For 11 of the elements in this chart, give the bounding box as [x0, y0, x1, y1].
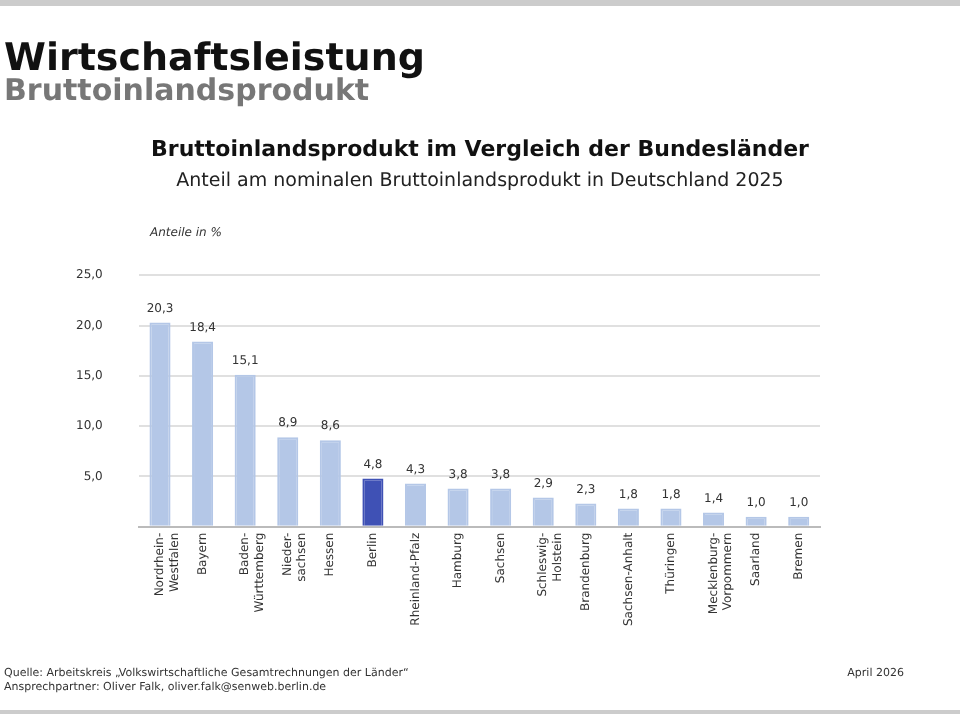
- bar: [149, 322, 171, 526]
- text: Anteil am nominalen Bruttoinlandsprodukt in Deutschland 2025: [174, 170, 786, 192]
- bar: [319, 440, 341, 526]
- bar: [277, 437, 299, 526]
- bar: [192, 341, 214, 526]
- bar: [404, 483, 427, 526]
- bar: [234, 374, 256, 526]
- bar: [362, 478, 384, 526]
- bar: [447, 488, 469, 526]
- bar: [490, 488, 512, 526]
- text: Bruttoinlandsprodukt im Vergleich der Bundesländer: [149, 136, 811, 162]
